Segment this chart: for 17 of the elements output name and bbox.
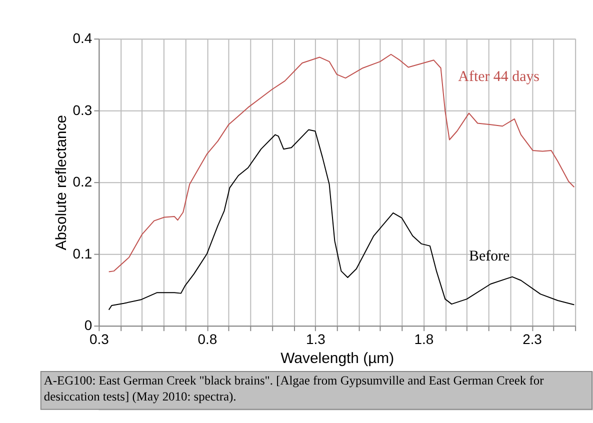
series-label: After 44 days	[458, 68, 540, 85]
x-tick-label: 1.3	[306, 331, 326, 348]
series-label: Before	[468, 248, 510, 264]
text: A-EG100: East German Creek "black brains". [Algae from Gypsumville and East German Creek for desiccation tests] (May 2010: spectra).	[44, 373, 545, 404]
line-series	[108, 54, 575, 272]
line-series	[108, 129, 575, 310]
y-axis-title: Absolute reflectance	[52, 114, 70, 250]
x-tick-label: 0.3	[89, 331, 110, 348]
x-tick-label: 2.3	[522, 331, 542, 348]
y-tick-label: 0.3	[72, 102, 92, 118]
x-tick-label: 1.8	[414, 331, 434, 348]
y-tick-label: 0	[84, 317, 92, 334]
x-axis-title: Wavelength (µm)	[280, 350, 394, 367]
x-tick-label: 0.8	[198, 331, 218, 348]
y-tick-label: 0.1	[72, 245, 92, 262]
y-tick-label: 0.4	[72, 30, 92, 46]
y-tick-label: 0.2	[72, 174, 92, 190]
